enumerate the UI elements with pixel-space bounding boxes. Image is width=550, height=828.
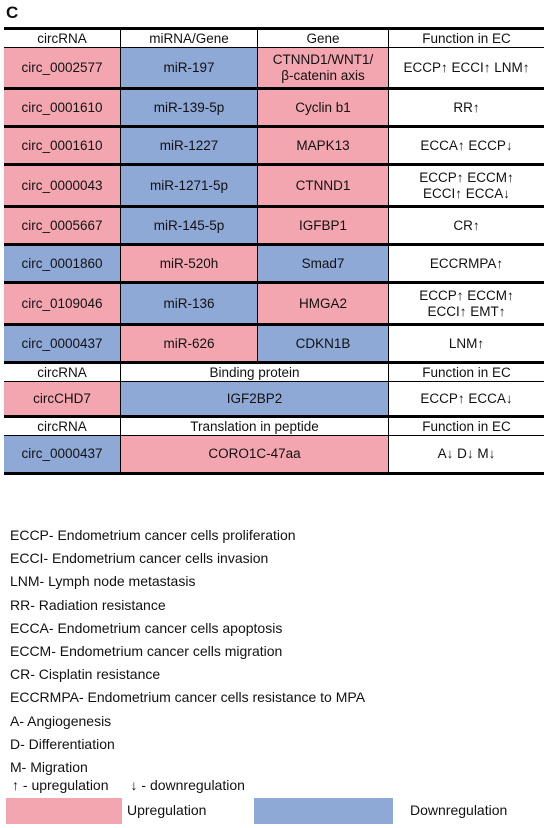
panel-label: C [6, 3, 19, 22]
color-legend: Upregulation Downregulation [6, 798, 546, 824]
function-cell: RR↑ [389, 90, 544, 125]
header-mirna-gene: miRNA/Gene [121, 30, 258, 47]
function-cell: A↓ D↓ M↓ [389, 436, 544, 472]
circrna-cell: circ_0005667 [4, 208, 121, 243]
table-row: circ_0002577 miR-197 CTNND1/WNT1/ β-cate… [4, 48, 544, 90]
mirna-cell: miR-1227 [121, 128, 258, 163]
upregulation-swatch [6, 798, 122, 824]
table-row: circ_0001610 miR-1227 MAPK13 ECCA↑ ECCP↓ [4, 128, 544, 166]
circrna-cell: circ_0001610 [4, 90, 121, 125]
function-cell: LNM↑ [389, 326, 544, 361]
abbreviation-legend: ECCP- Endometrium cancer cells prolifera… [10, 524, 365, 779]
protein-cell: IGF2BP2 [121, 382, 389, 415]
header-translation: Translation in peptide [121, 418, 389, 435]
gene-cell: IGFBP1 [258, 208, 389, 243]
downregulation-swatch [254, 798, 393, 824]
legend-item: D- Differentiation [10, 735, 115, 752]
gene-cell: Cyclin b1 [258, 90, 389, 125]
legend-item: ECCA- Endometrium cancer cells apoptosis [10, 619, 283, 636]
function-cell: CR↑ [389, 208, 544, 243]
circrna-cell: circ_0002577 [4, 48, 121, 87]
header-gene: Gene [258, 30, 389, 47]
legend-item: LNM- Lymph node metastasis [10, 573, 196, 590]
table-row: circ_0000437 miR-626 CDKN1B LNM↑ [4, 326, 544, 364]
table-header-row: circRNA miRNA/Gene Gene Function in EC [4, 30, 544, 48]
mirna-cell: miR-136 [121, 284, 258, 323]
mirna-cell: miR-626 [121, 326, 258, 361]
circrna-table: circRNA miRNA/Gene Gene Function in EC c… [4, 27, 544, 475]
circrna-cell: circ_0001610 [4, 128, 121, 163]
legend-item: A- Angiogenesis [10, 712, 112, 729]
legend-item: ECCI- Endometrium cancer cells invasion [10, 550, 269, 567]
circrna-cell: circ_0000043 [4, 166, 121, 205]
upregulation-arrow-label: ↑ - upregulation [12, 777, 109, 793]
function-cell: ECCRMPA↑ [389, 246, 544, 281]
gene-cell: CTNND1/WNT1/ β-catenin axis [258, 48, 389, 87]
mirna-cell: miR-1271-5p [121, 166, 258, 205]
table-row: circCHD7 IGF2BP2 ECCP↑ ECCA↓ [4, 382, 544, 418]
function-cell: ECCP↑ ECCM↑ ECCI↑ ECCA↓ [389, 166, 544, 205]
header-function: Function in EC [422, 418, 511, 434]
mirna-cell: miR-197 [121, 48, 258, 87]
downregulation-label: Downregulation [410, 802, 508, 818]
table-row: circ_0005667 miR-145-5p IGFBP1 CR↑ [4, 208, 544, 246]
gene-cell: CDKN1B [258, 326, 389, 361]
header-circrna: circRNA [4, 30, 121, 47]
legend-item: RR- Radiation resistance [10, 596, 166, 613]
header-circrna: circRNA [4, 364, 121, 381]
legend-item: M- Migration [10, 759, 88, 776]
gene-cell: CTNND1 [258, 166, 389, 205]
function-cell: ECCP↑ ECCI↑ LNM↑ [389, 48, 544, 87]
table-header-row: circRNA Binding protein Function in EC [4, 364, 544, 382]
table-row: circ_0000437 CORO1C-47aa A↓ D↓ M↓ [4, 436, 544, 472]
circrna-cell: circ_0000437 [4, 436, 121, 472]
header-binding-protein: Binding protein [121, 364, 389, 381]
downregulation-arrow-label: ↓ - downregulation [130, 777, 245, 793]
mirna-cell: miR-520h [121, 246, 258, 281]
circrna-cell: circ_0000437 [4, 326, 121, 361]
arrow-legend: ↑ - upregulation ↓ - downregulation [12, 777, 245, 793]
peptide-cell: CORO1C-47aa [121, 436, 389, 472]
function-cell: ECCP↑ ECCM↑ ECCI↑ EMT↑ [389, 284, 544, 323]
legend-item: CR- Cisplatin resistance [10, 666, 161, 683]
function-cell: ECCP↑ ECCA↓ [389, 382, 544, 415]
table-row: circ_0001610 miR-139-5p Cyclin b1 RR↑ [4, 90, 544, 128]
table-row: circ_0000043 miR-1271-5p CTNND1 ECCP↑ EC… [4, 166, 544, 208]
table-row: circ_0001860 miR-520h Smad7 ECCRMPA↑ [4, 246, 544, 284]
header-circrna: circRNA [4, 418, 121, 435]
header-function: Function in EC [422, 30, 511, 46]
legend-item: ECCM- Endometrium cancer cells migration [10, 643, 283, 660]
table-row: circ_0109046 miR-136 HMGA2 ECCP↑ ECCM↑ E… [4, 284, 544, 326]
gene-cell: MAPK13 [258, 128, 389, 163]
function-cell: ECCA↑ ECCP↓ [389, 128, 544, 163]
upregulation-label: Upregulation [127, 802, 207, 818]
circrna-cell: circCHD7 [4, 382, 121, 415]
header-function: Function in EC [422, 364, 511, 380]
mirna-cell: miR-139-5p [121, 90, 258, 125]
gene-cell: HMGA2 [258, 284, 389, 323]
gene-cell: Smad7 [258, 246, 389, 281]
table-header-row: circRNA Translation in peptide Function … [4, 418, 544, 436]
legend-item: ECCRMPA- Endometrium cancer cells resist… [10, 689, 366, 706]
mirna-cell: miR-145-5p [121, 208, 258, 243]
circrna-cell: circ_0001860 [4, 246, 121, 281]
circrna-cell: circ_0109046 [4, 284, 121, 323]
legend-item: ECCP- Endometrium cancer cells prolifera… [10, 527, 296, 543]
